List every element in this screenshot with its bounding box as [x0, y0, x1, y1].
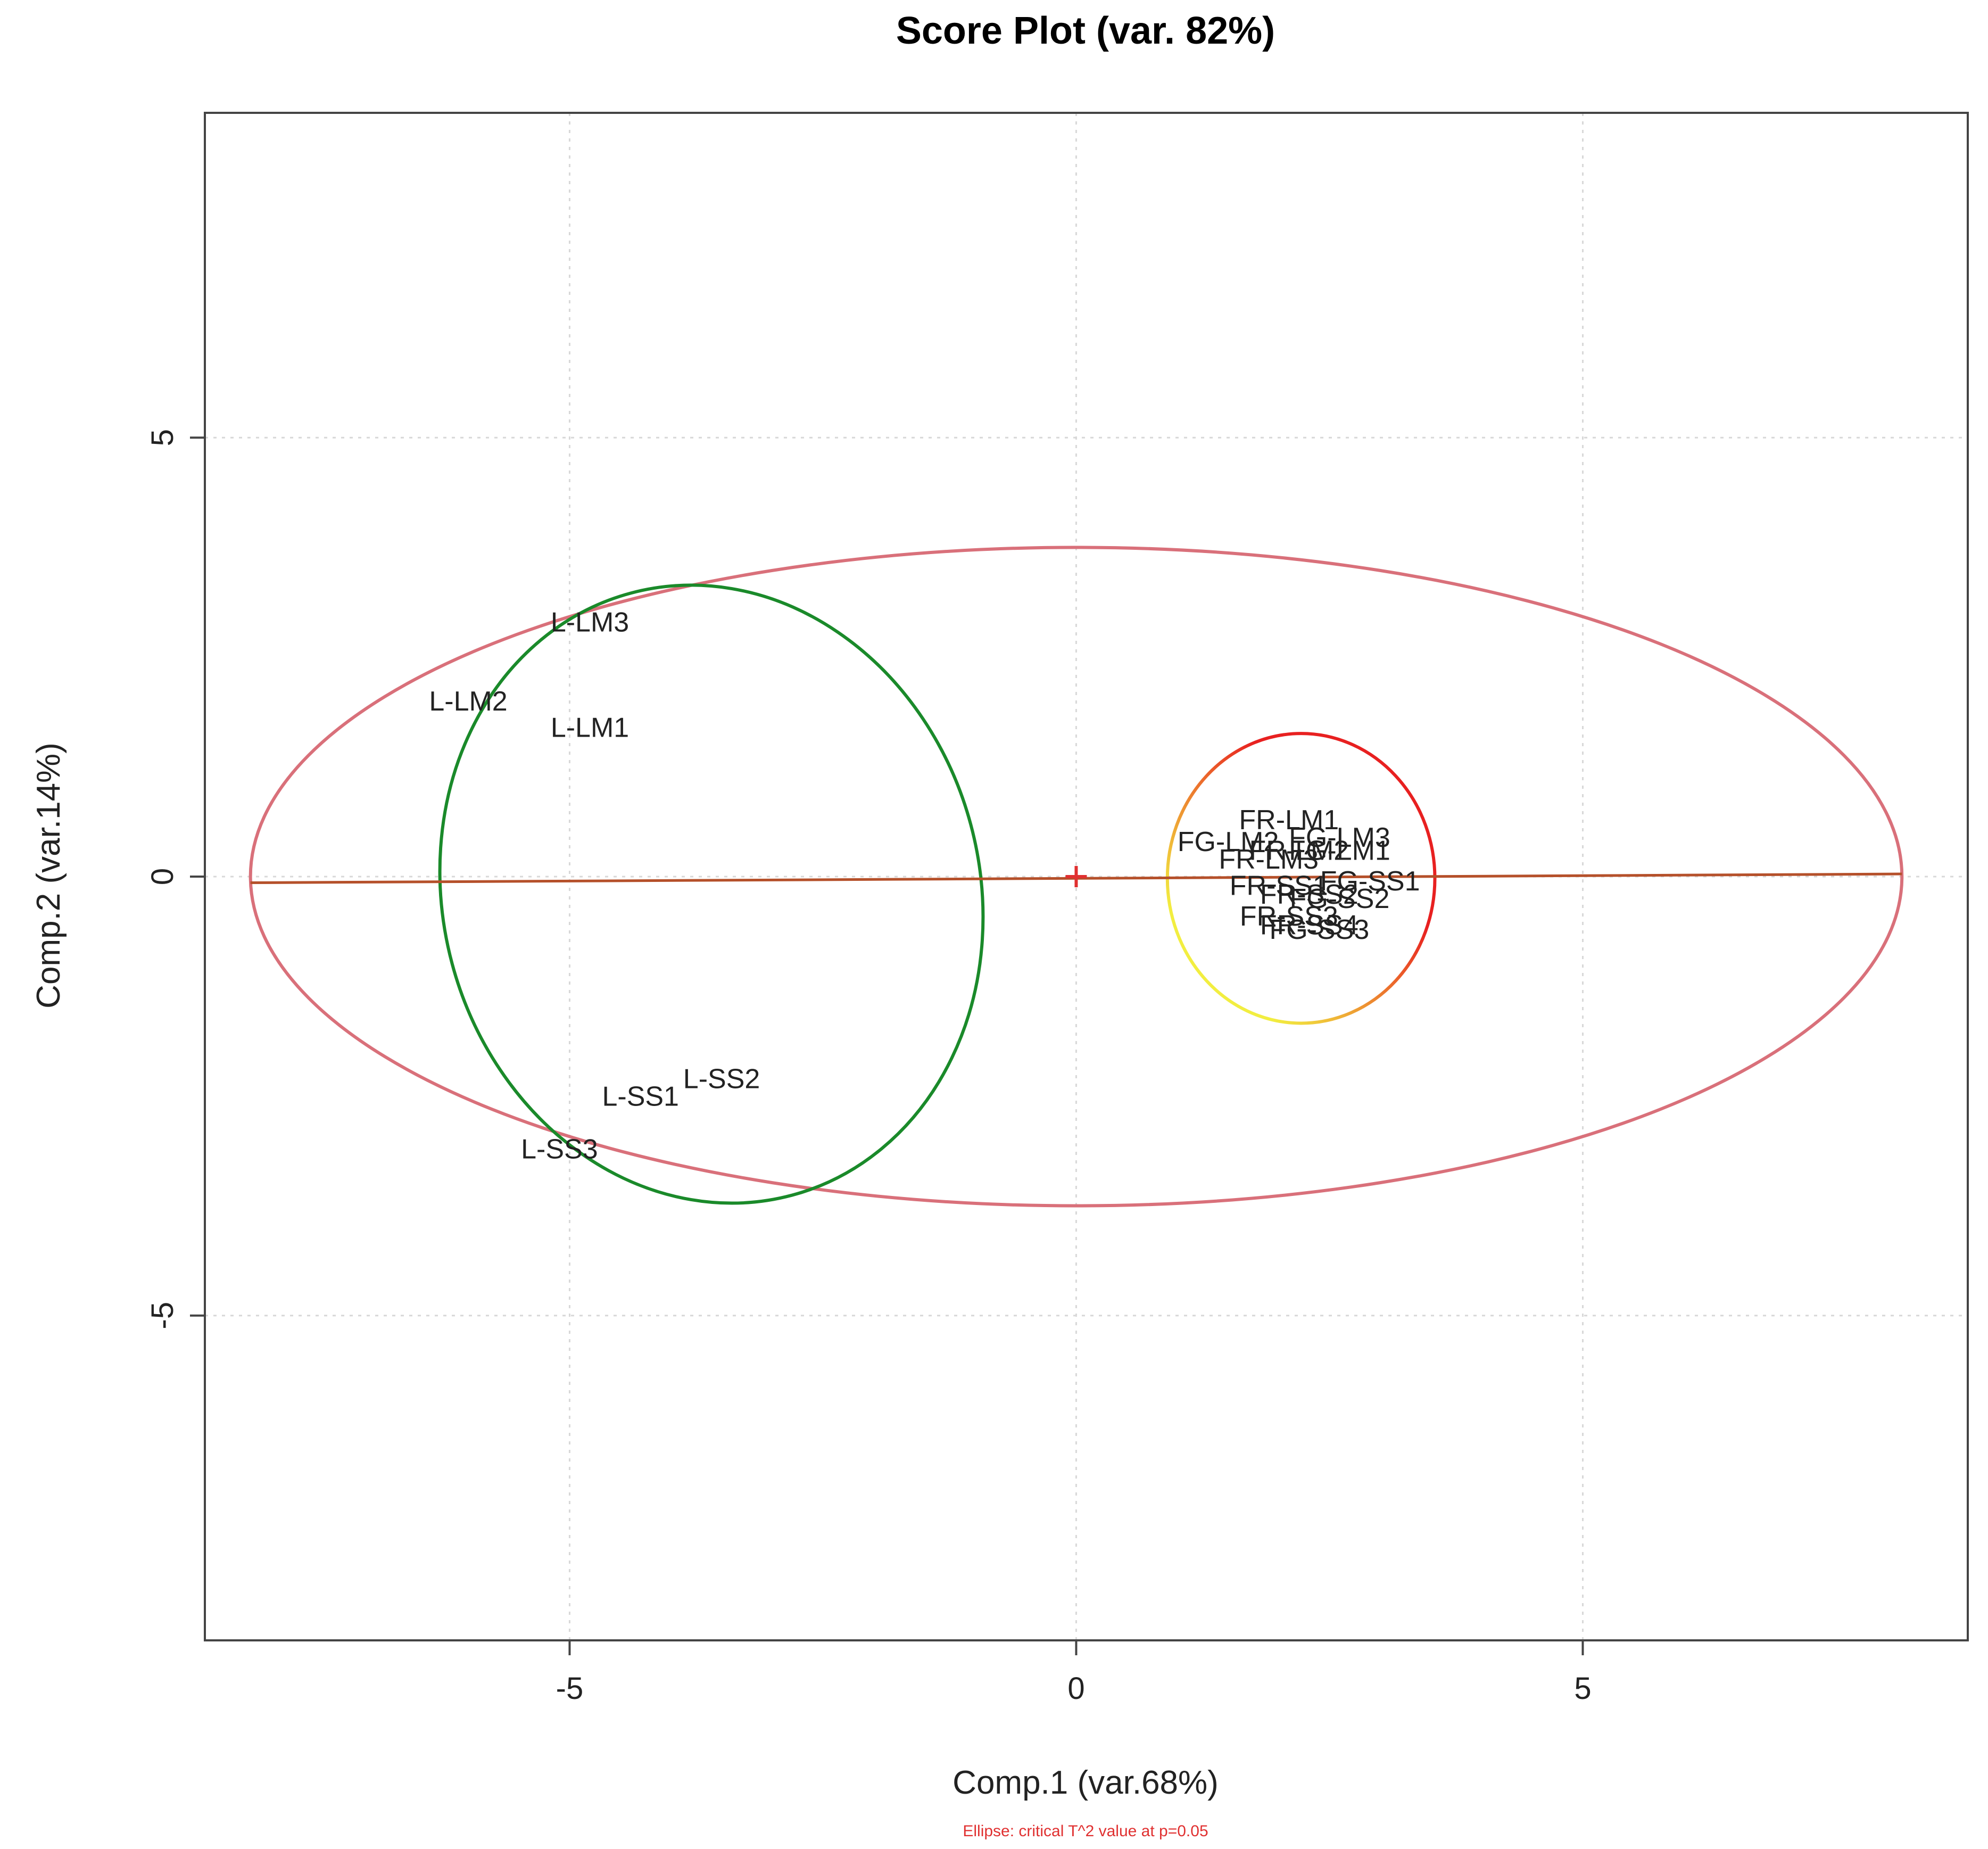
x-axis: -5 0 5: [556, 1640, 1592, 1706]
y-axis: -5 0 5: [145, 429, 205, 1330]
chart-title: Score Plot (var. 82%): [896, 10, 1275, 52]
confidence-ellipse-1: [248, 546, 1904, 1208]
point-label: FR-LM1: [1239, 805, 1339, 836]
point-label: L-SS2: [683, 1063, 760, 1094]
ellipses: [248, 546, 1904, 1208]
y-tick-label: 5: [145, 429, 180, 446]
point-label: FR-LM3: [1219, 844, 1319, 875]
x-axis-label: Comp.1 (var.68%): [952, 1764, 1219, 1801]
ellipse-footnote: Ellipse: critical T^2 value at p=0.05: [963, 1822, 1208, 1840]
point-label: FG-SS1: [1320, 866, 1420, 897]
x-tick-label: 0: [1067, 1671, 1084, 1706]
point-label: L-SS1: [602, 1081, 679, 1112]
point-label: FR-SS2: [1260, 879, 1359, 910]
point-label: FR-LM2: [1249, 836, 1349, 866]
y-axis-label: Comp.2 (var.14%): [30, 742, 67, 1009]
point-label: FR-SS4: [1260, 910, 1359, 941]
y-tick-label: 0: [145, 868, 180, 885]
point-label: FR-SS1: [1230, 870, 1328, 901]
point-label: FG-LM3: [1289, 822, 1390, 853]
point-label: L-LM2: [429, 686, 507, 717]
center-marker: [1065, 866, 1087, 887]
y-tick-label: -5: [145, 1302, 180, 1330]
confidence-ellipse-2: [438, 583, 985, 1205]
point-label: L-LM1: [551, 713, 629, 744]
point-label: FG-LM2: [1178, 827, 1279, 857]
x-tick-label: -5: [556, 1671, 584, 1706]
point-label: L-LM3: [551, 607, 629, 638]
point-label: FG-SS2: [1290, 884, 1390, 914]
x-tick-label: 5: [1574, 1671, 1591, 1706]
point-label: FG-SS3: [1270, 914, 1370, 945]
point-label: FR-SS3: [1240, 901, 1338, 932]
point-label: L-SS3: [521, 1134, 598, 1165]
point-label: FG-LM1: [1289, 836, 1390, 866]
